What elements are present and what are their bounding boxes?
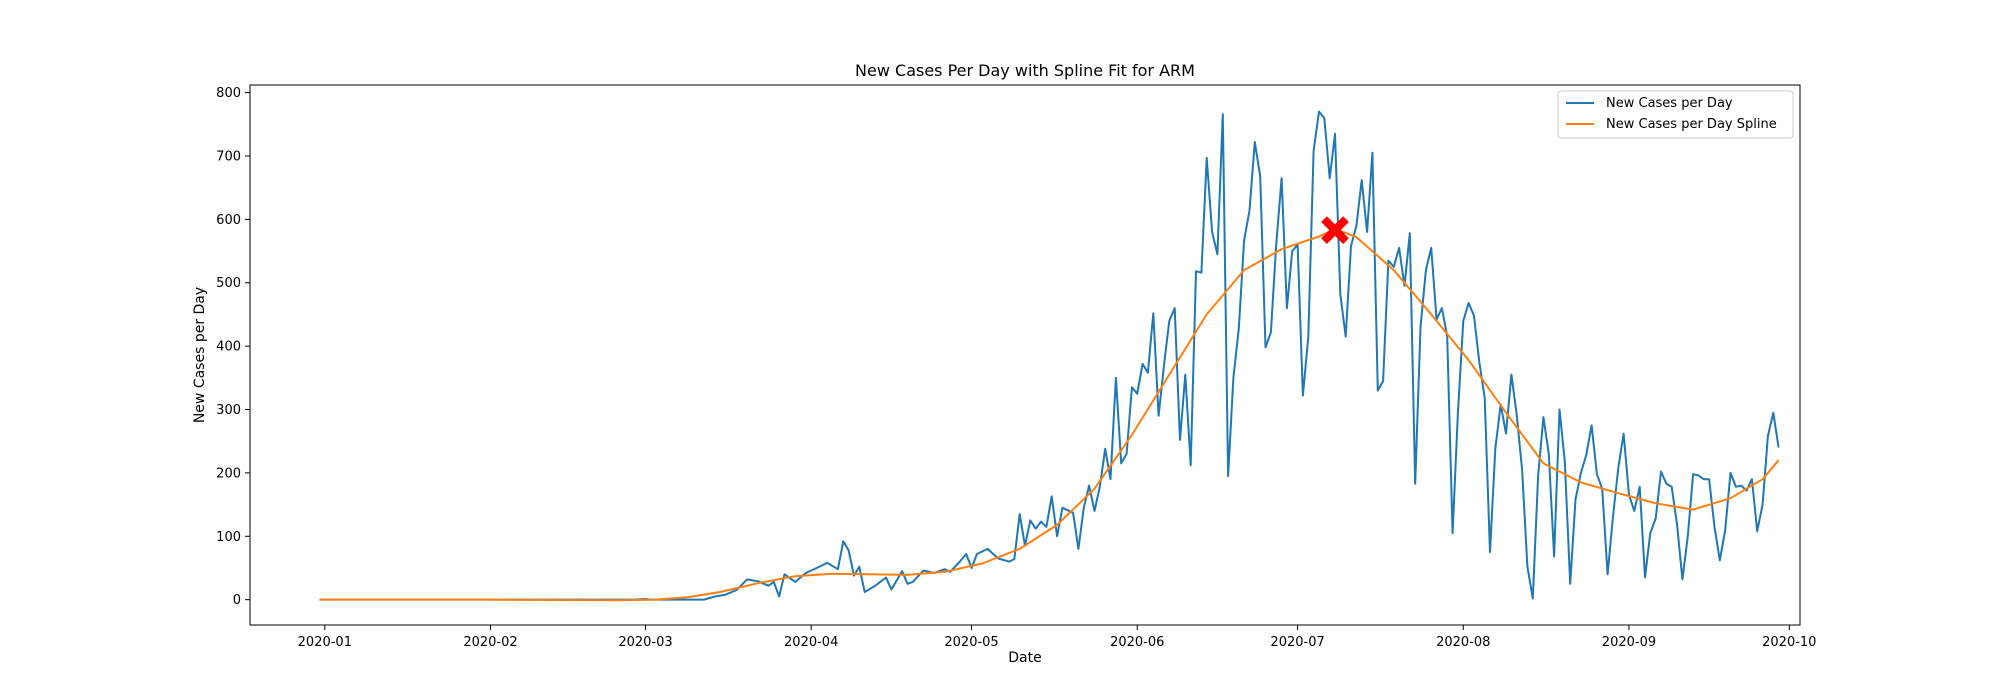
x-tick-label: 2020-05 xyxy=(944,635,998,650)
y-tick-label: 0 xyxy=(233,593,241,608)
x-tick-label: 2020-07 xyxy=(1270,635,1324,650)
x-tick-label: 2020-04 xyxy=(784,635,838,650)
x-tick-label: 2020-01 xyxy=(298,635,352,650)
peak-marker xyxy=(1321,216,1349,244)
y-tick-label: 800 xyxy=(216,86,241,101)
x-tick-label: 2020-09 xyxy=(1602,635,1656,650)
x-tick-label: 2020-03 xyxy=(618,635,672,650)
peak-marker-stroke-b xyxy=(1321,216,1349,244)
legend: New Cases per Day New Cases per Day Spli… xyxy=(1557,90,1794,139)
chart-title: New Cases Per Day with Spline Fit for AR… xyxy=(855,61,1195,80)
legend-label-raw: New Cases per Day xyxy=(1606,96,1733,111)
x-tick-label: 2020-10 xyxy=(1762,635,1816,650)
series-layer xyxy=(319,110,1780,602)
legend-box xyxy=(1557,90,1794,139)
x-tick-label: 2020-06 xyxy=(1110,635,1164,650)
y-tick-label: 500 xyxy=(216,276,241,291)
x-tick-label: 2020-02 xyxy=(463,635,517,650)
series-line-spline xyxy=(319,227,1780,602)
legend-label-spline: New Cases per Day Spline xyxy=(1606,117,1777,132)
y-tick-label: 200 xyxy=(216,466,241,481)
y-tick-label: 700 xyxy=(216,149,241,164)
y-axis-title: New Cases per Day xyxy=(192,287,208,423)
y-axis: 0 100 200 300 400 500 600 700 800 xyxy=(216,86,250,608)
y-tick-label: 600 xyxy=(216,213,241,228)
y-tick-label: 400 xyxy=(216,340,241,355)
y-tick-label: 300 xyxy=(216,403,241,418)
y-tick-label: 100 xyxy=(216,530,241,545)
x-axis-title: Date xyxy=(1008,650,1041,666)
plot-frame xyxy=(249,84,1801,626)
x-tick-label: 2020-08 xyxy=(1436,635,1490,650)
x-axis: 2020-01 2020-02 2020-03 2020-04 2020-05 2020-… xyxy=(298,625,1816,650)
